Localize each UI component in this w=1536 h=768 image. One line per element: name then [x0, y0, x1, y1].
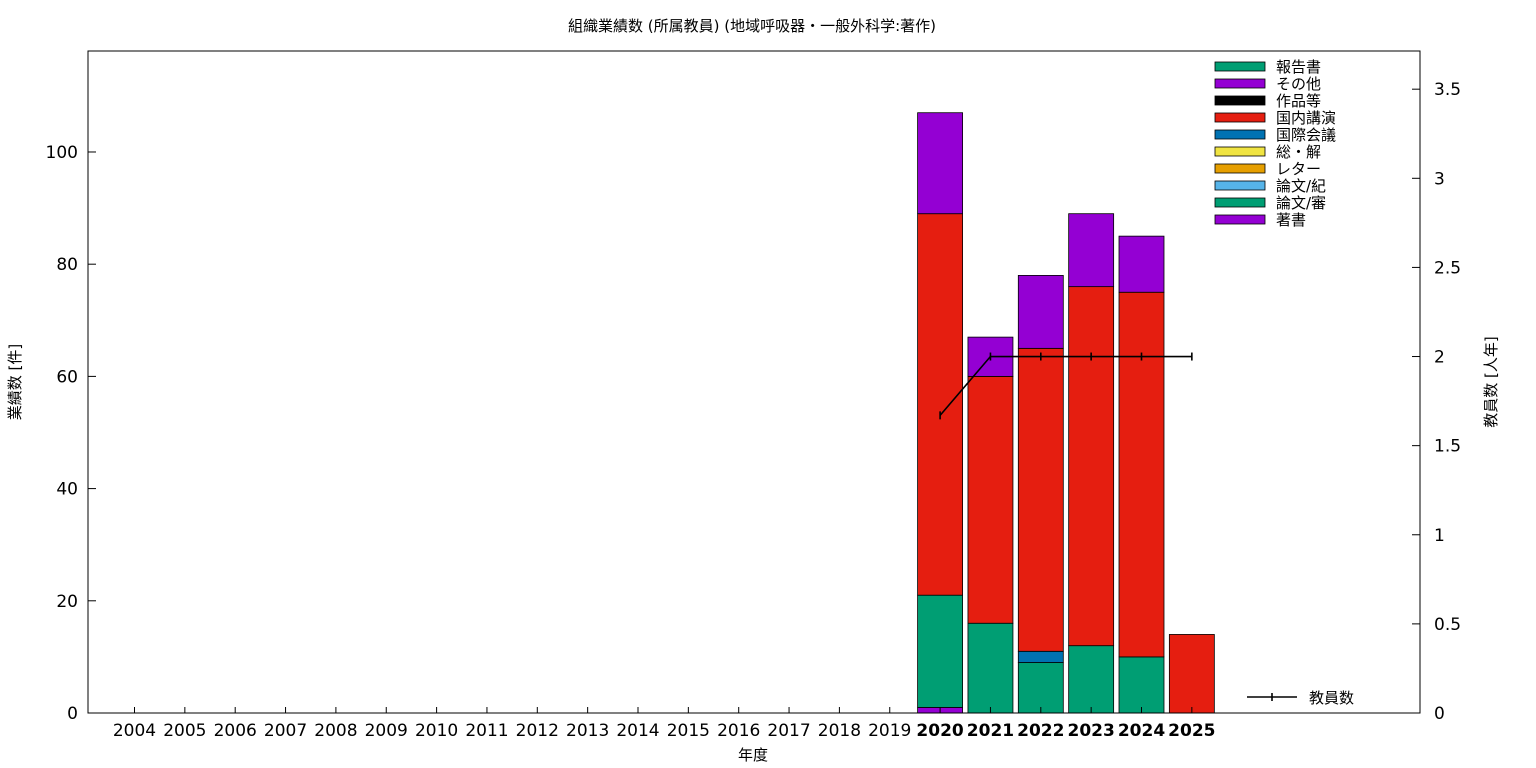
x-tick-label-2024: 2024	[1118, 721, 1165, 741]
y2-tick-label-3: 1.5	[1434, 437, 1461, 457]
bar-segment-2023-1	[1068, 645, 1115, 714]
legend-label-1: その他	[1276, 75, 1321, 93]
y-axis-title: 業績数 [件]	[6, 344, 24, 420]
x-tick-label-2011: 2011	[465, 721, 508, 741]
y2-tick-label-1: 0.5	[1434, 615, 1461, 635]
legend-label-6: レター	[1276, 160, 1321, 178]
bar-segment-2025-6	[1168, 634, 1215, 714]
y-tick-label-40: 40	[56, 480, 78, 500]
x-axis-title: 年度	[738, 746, 768, 764]
x-tick-label-2018: 2018	[818, 721, 861, 741]
x-tick-label-2008: 2008	[314, 721, 357, 741]
legend-label-3: 国内講演	[1276, 109, 1336, 127]
bars-layer	[917, 112, 1215, 714]
legend-label-5: 総・解	[1276, 143, 1321, 161]
line-series	[939, 355, 1192, 416]
bar-segment-2022-1	[1017, 662, 1064, 714]
y2-tick-label-4: 2	[1434, 348, 1445, 368]
y2-tick-label-7: 3.5	[1434, 80, 1461, 100]
x-tick-label-2009: 2009	[365, 721, 408, 741]
bar-segment-2023-6	[1068, 286, 1115, 647]
y-tick-label-60: 60	[56, 367, 78, 387]
y-tick-label-80: 80	[56, 255, 78, 275]
y-tick-label-0: 0	[67, 704, 78, 724]
legend-label-2: 作品等	[1276, 92, 1321, 110]
legend-swatch-0	[1214, 61, 1266, 72]
bar-segment-2020-6	[917, 213, 963, 596]
legend-label-7: 論文/紀	[1276, 177, 1326, 195]
bar-segment-2020-8	[917, 112, 963, 215]
legend-label-4: 国際会議	[1276, 126, 1336, 144]
bar-segment-2023-8	[1068, 213, 1115, 288]
x-tick-label-2023: 2023	[1067, 721, 1114, 741]
x-tick-label-2010: 2010	[415, 721, 458, 741]
x-tick-label-2021: 2021	[967, 721, 1014, 741]
legend-swatch-6	[1214, 163, 1266, 174]
bar-segment-2024-8	[1118, 235, 1165, 293]
legend-swatch-2	[1214, 95, 1266, 106]
x-tick-label-2013: 2013	[566, 721, 609, 741]
x-tick-label-2016: 2016	[717, 721, 760, 741]
chart-title: 組織業績数 (所属教員) (地域呼吸器・一般外科学:著作)	[568, 17, 936, 35]
y2-axis-title: 教員数 [人年]	[1482, 336, 1500, 427]
legend-swatch-8	[1214, 197, 1266, 208]
legend-swatch-9	[1214, 214, 1266, 225]
x-tick-label-2022: 2022	[1017, 721, 1064, 741]
bar-segment-2022-8	[1017, 275, 1064, 349]
legend-swatch-5	[1214, 146, 1266, 157]
x-tick-label-2007: 2007	[264, 721, 307, 741]
x-tick-label-2004: 2004	[113, 721, 156, 741]
x-tick-label-2014: 2014	[616, 721, 659, 741]
x-tick-label-2015: 2015	[667, 721, 710, 741]
x-tick-label-2006: 2006	[214, 721, 257, 741]
bar-segment-2021-1	[967, 622, 1014, 714]
bar-segment-2024-1	[1118, 656, 1165, 714]
y2-tick-label-2: 1	[1434, 526, 1445, 546]
x-tick-label-2019: 2019	[868, 721, 911, 741]
legend-label-0: 報告書	[1276, 58, 1321, 76]
legend-swatch-3	[1214, 112, 1266, 123]
axes-layer: 0 20 40 60 80 100 0 0.5 1 1.5 2 2.5 3 3.5 2004 2005 2006…	[46, 80, 1462, 741]
bar-segment-2022-6	[1017, 347, 1064, 652]
plot-frame	[87, 50, 1421, 714]
y2-tick-label-0: 0	[1434, 704, 1445, 724]
x-tick-label-2005: 2005	[163, 721, 206, 741]
legend-label-8: 論文/審	[1276, 194, 1326, 212]
y2-tick-label-6: 3	[1434, 169, 1445, 189]
legend-label-9: 著書	[1276, 211, 1306, 229]
x-tick-label-2025: 2025	[1168, 721, 1215, 741]
y-tick-label-20: 20	[56, 592, 78, 612]
legend-swatch-7	[1214, 180, 1266, 191]
x-tick-label-2020: 2020	[916, 721, 963, 741]
legend-label-line: 教員数	[1309, 689, 1354, 707]
y2-tick-label-5: 2.5	[1434, 258, 1461, 278]
legend-swatch-4	[1214, 129, 1266, 140]
bar-segment-2020-1	[917, 594, 963, 708]
bar-segment-2022-5	[1017, 650, 1064, 663]
bar-segment-2021-6	[967, 375, 1014, 624]
bar-segment-2024-6	[1118, 291, 1165, 658]
x-tick-label-2017: 2017	[767, 721, 810, 741]
x-tick-label-2012: 2012	[516, 721, 559, 741]
y-tick-label-100: 100	[46, 143, 78, 163]
legend-swatch-1	[1214, 78, 1266, 89]
line-layer	[939, 352, 1193, 420]
